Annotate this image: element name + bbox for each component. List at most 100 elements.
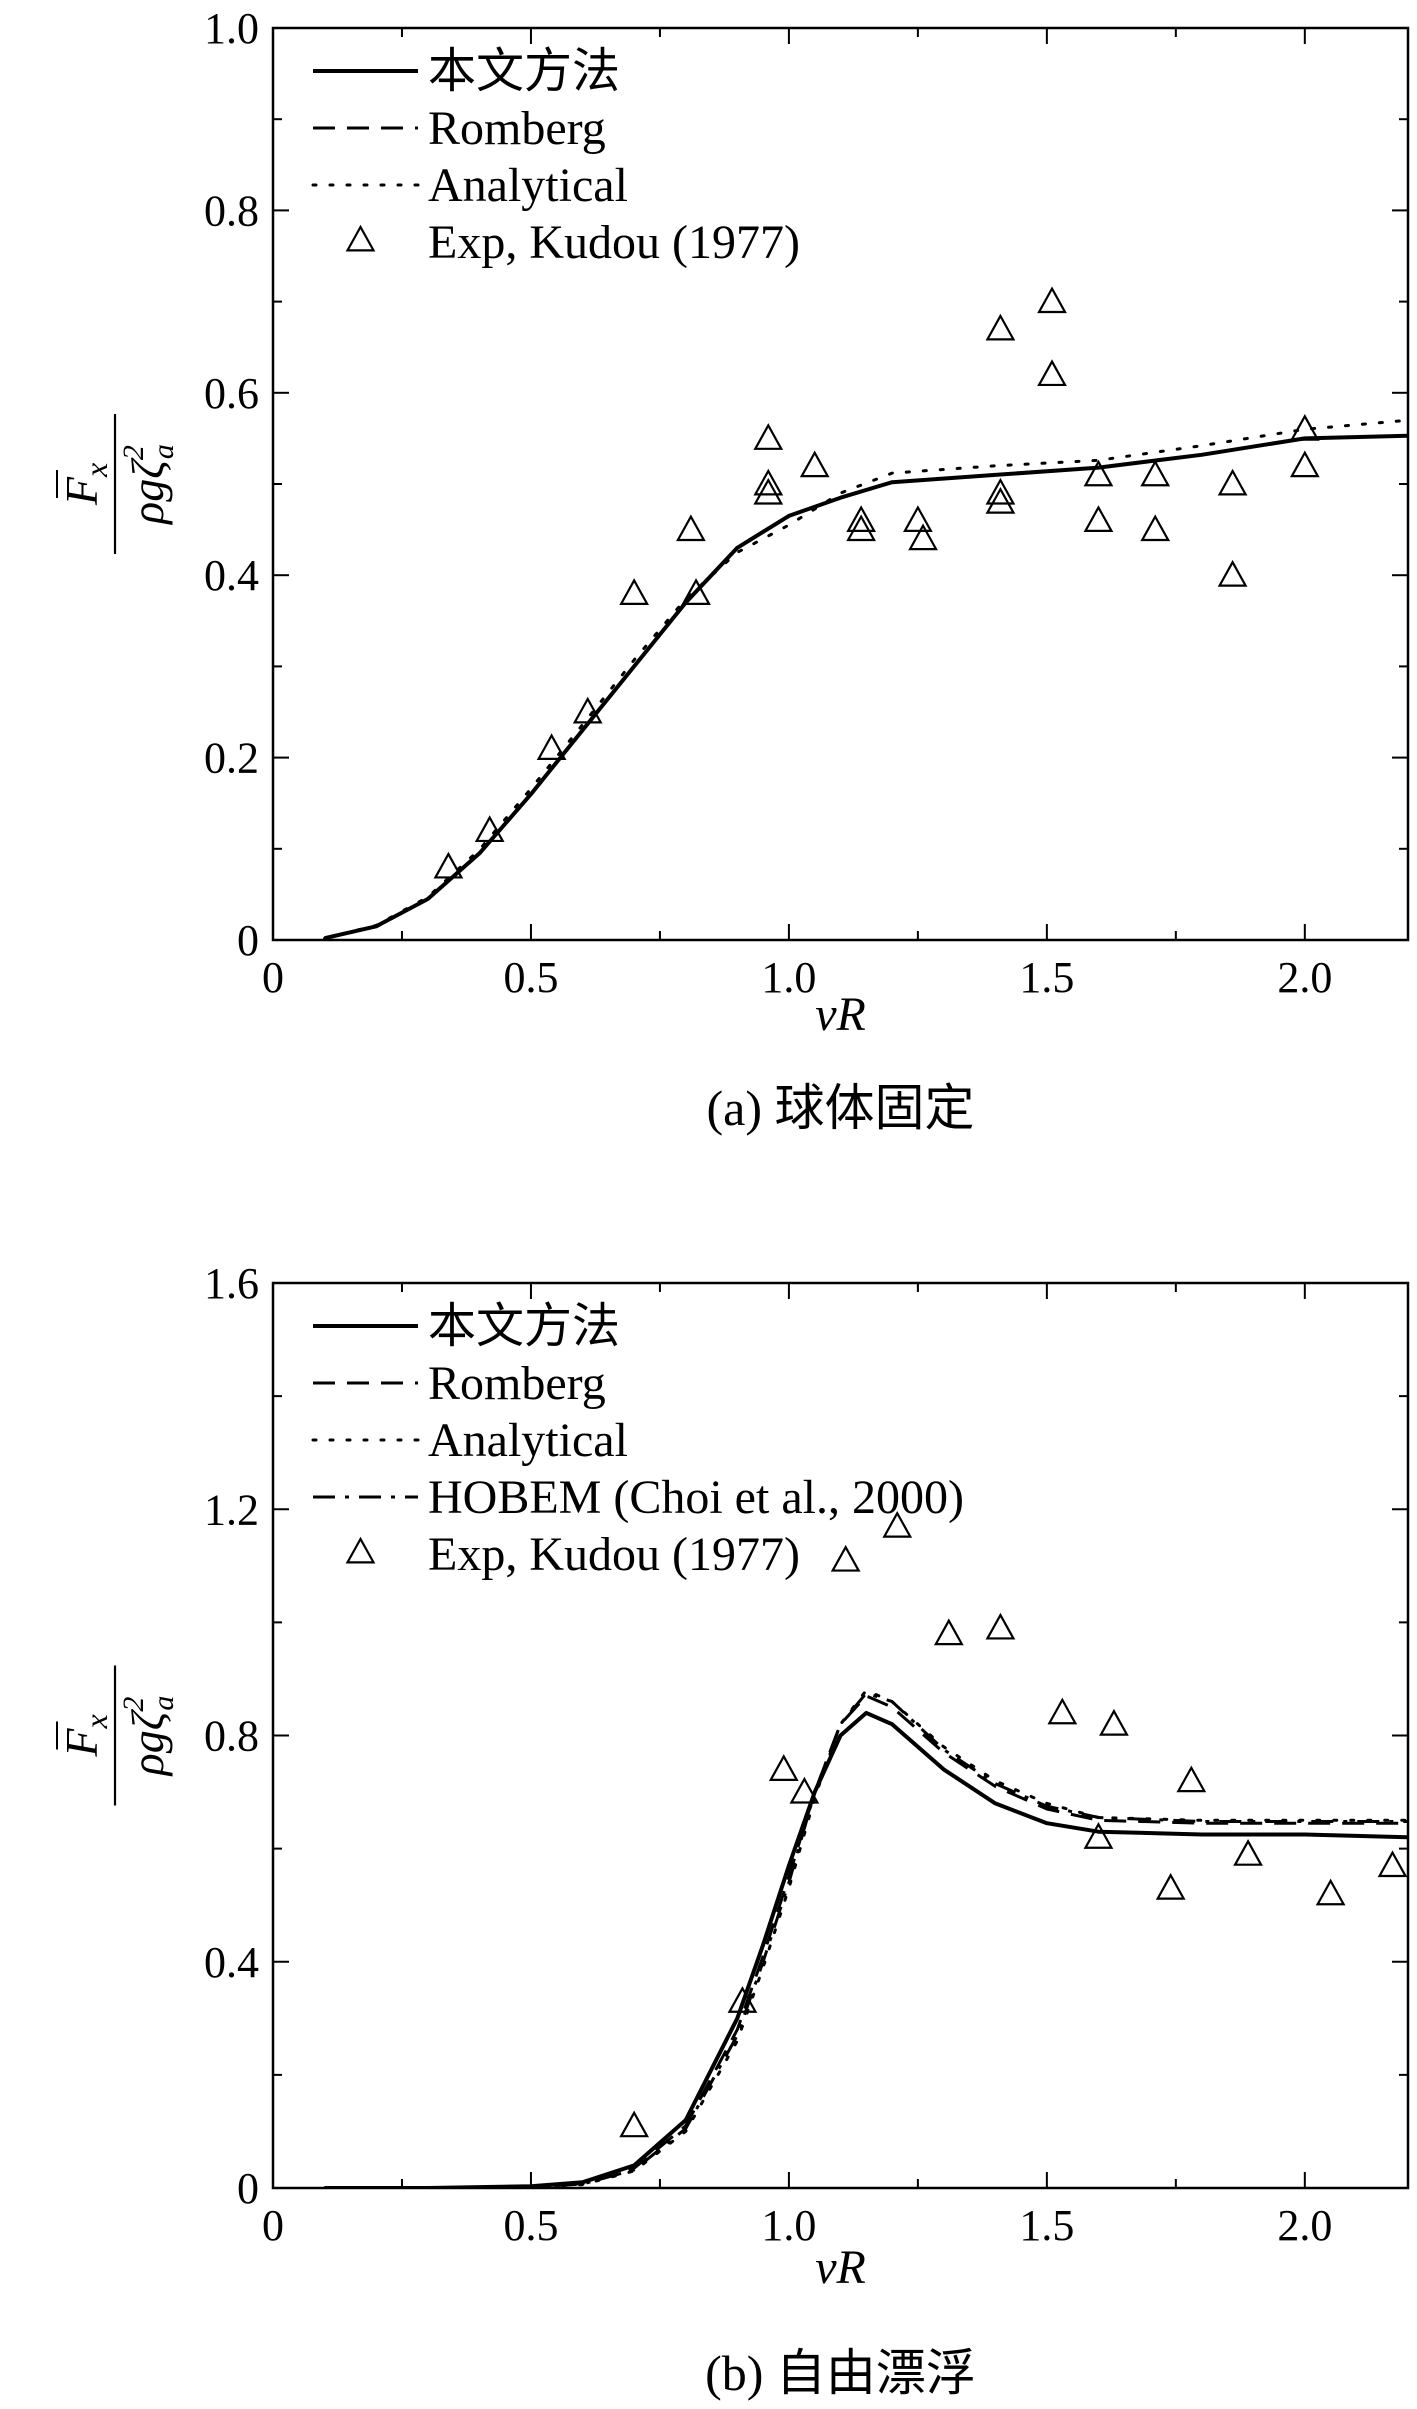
- data-point-triangle: [619, 2110, 650, 2138]
- legend-label: 本文方法: [428, 45, 620, 98]
- chart-a: 0 0.5 1.0 1.5 2.000.20.40.60.81.0vR(a) 球体固定F…: [56, 4, 1410, 1136]
- y-axis-title-numerator: Fx: [56, 463, 114, 506]
- data-point-triangle: [985, 1612, 1016, 1640]
- data-point-triangle: [1217, 468, 1248, 496]
- legend-label: Romberg: [428, 1357, 606, 1410]
- series-line-dashed: [324, 1694, 1408, 2188]
- data-point-triangle: [1315, 1878, 1346, 1906]
- data-point-triangle: [789, 1776, 820, 1804]
- legend-label: Exp, Kudou (1977): [428, 216, 800, 269]
- legend-label: Romberg: [428, 102, 606, 155]
- data-point-triangle: [903, 505, 933, 532]
- data-point-triangle: [727, 1986, 758, 2013]
- data-point-triangle: [933, 1618, 964, 1646]
- x-tick-label: 1.0: [761, 953, 816, 1002]
- data-point-triangle: [753, 423, 784, 450]
- legend-marker-triangle: [345, 1536, 376, 1564]
- y-tick-label: 1.6: [204, 1259, 259, 1308]
- x-axis-title: vR: [815, 988, 866, 1041]
- y-axis-title: Fx ρgζ2a: [56, 1665, 180, 1806]
- data-point-triangle: [1083, 505, 1114, 532]
- x-tick-label: 1.0: [761, 2201, 816, 2250]
- series-line-dashed: [324, 434, 1408, 940]
- series-line-solid: [324, 1710, 1408, 2188]
- series-line-dashdot: [324, 1691, 1408, 2188]
- plot-area: [323, 286, 1408, 940]
- data-point-triangle: [1140, 459, 1171, 487]
- y-tick-label: 0.8: [204, 186, 259, 235]
- data-point-triangle: [753, 468, 784, 496]
- data-point-triangle: [1099, 1708, 1129, 1736]
- data-point-triangle: [572, 696, 603, 724]
- y-tick-label: 0.4: [204, 551, 259, 600]
- data-point-triangle: [1377, 1850, 1408, 1878]
- x-tick-label: 0.5: [503, 953, 558, 1002]
- x-tick-label: 2.0: [1277, 953, 1332, 1002]
- legend-marker-triangle: [345, 224, 376, 252]
- chart-caption: (b) 自由漂浮: [705, 2345, 976, 2401]
- y-tick-label: 0: [237, 916, 259, 965]
- x-tick-label: 1.5: [1019, 953, 1074, 1002]
- legend-label: Analytical: [428, 1414, 628, 1467]
- series-line-solid: [324, 433, 1408, 940]
- legend-label: 本文方法: [428, 1300, 620, 1353]
- data-point-triangle: [985, 477, 1016, 505]
- data-point-triangle: [985, 486, 1016, 514]
- data-point-triangle: [1217, 559, 1248, 587]
- y-tick-label: 0.4: [204, 1938, 259, 1987]
- data-point-triangle: [676, 514, 706, 542]
- legend-label: Exp, Kudou (1977): [428, 1528, 800, 1581]
- data-point-triangle: [830, 1544, 861, 1572]
- plot-area: [323, 1510, 1408, 2188]
- data-point-triangle: [985, 313, 1016, 341]
- data-point-triangle: [1037, 286, 1067, 314]
- y-axis-title: Fx ρgζ2a: [56, 414, 180, 554]
- legend-label: HOBEM (Choi et al., 2000): [428, 1471, 964, 1524]
- data-point-triangle: [1176, 1765, 1207, 1793]
- data-point-triangle: [753, 477, 784, 505]
- data-point-triangle: [1155, 1872, 1186, 1900]
- data-point-triangle: [1083, 1822, 1114, 1849]
- y-tick-label: 0.2: [204, 734, 259, 783]
- data-point-triangle: [474, 815, 505, 843]
- data-point-triangle: [882, 1510, 913, 1538]
- series-line-dotted: [323, 418, 1408, 940]
- data-point-triangle: [536, 733, 567, 760]
- data-point-triangle: [1140, 514, 1171, 542]
- y-tick-label: 0.8: [204, 1712, 259, 1761]
- y-axis-title-numerator: Fx: [56, 1714, 114, 1757]
- data-point-triangle: [768, 1754, 799, 1781]
- data-point-triangle: [908, 523, 938, 551]
- y-tick-label: 1.2: [204, 1485, 259, 1534]
- data-point-triangle: [1047, 1697, 1078, 1725]
- chart-b: 0 0.5 1.0 1.5 2.0 0 0.4 0.8 1.2 1.6 vR (b) 自由漂浮 Fx ρg…: [56, 1259, 1410, 2401]
- x-tick-label: 1.5: [1019, 2201, 1074, 2250]
- y-tick-label: 0: [237, 2164, 259, 2213]
- y-tick-label: 0.6: [204, 369, 259, 418]
- data-point-triangle: [799, 450, 830, 478]
- legend-label: Analytical: [428, 159, 628, 212]
- data-point-triangle: [846, 505, 877, 532]
- x-axis-title: vR: [815, 2241, 866, 2294]
- data-point-triangle: [1233, 1839, 1263, 1866]
- y-tick-label: 1.0: [204, 4, 259, 53]
- data-point-triangle: [619, 578, 650, 605]
- series-line-dotted: [323, 1688, 1408, 2188]
- x-tick-label: 0: [262, 2201, 284, 2250]
- x-tick-label: 0: [262, 953, 284, 1002]
- chart-caption: (a) 球体固定: [707, 1080, 975, 1136]
- y-axis-title-denominator: ρgζ2a: [117, 444, 180, 526]
- data-point-triangle: [1289, 414, 1320, 441]
- x-tick-label: 0.5: [503, 2201, 558, 2250]
- data-point-triangle: [1037, 359, 1067, 387]
- data-point-triangle: [681, 578, 711, 605]
- data-point-triangle: [433, 851, 464, 879]
- data-point-triangle: [1083, 459, 1114, 487]
- data-point-triangle: [1289, 450, 1320, 478]
- data-point-triangle: [846, 514, 877, 542]
- x-tick-label: 2.0: [1277, 2201, 1332, 2250]
- y-axis-title-denominator: ρgζ2a: [117, 1696, 180, 1778]
